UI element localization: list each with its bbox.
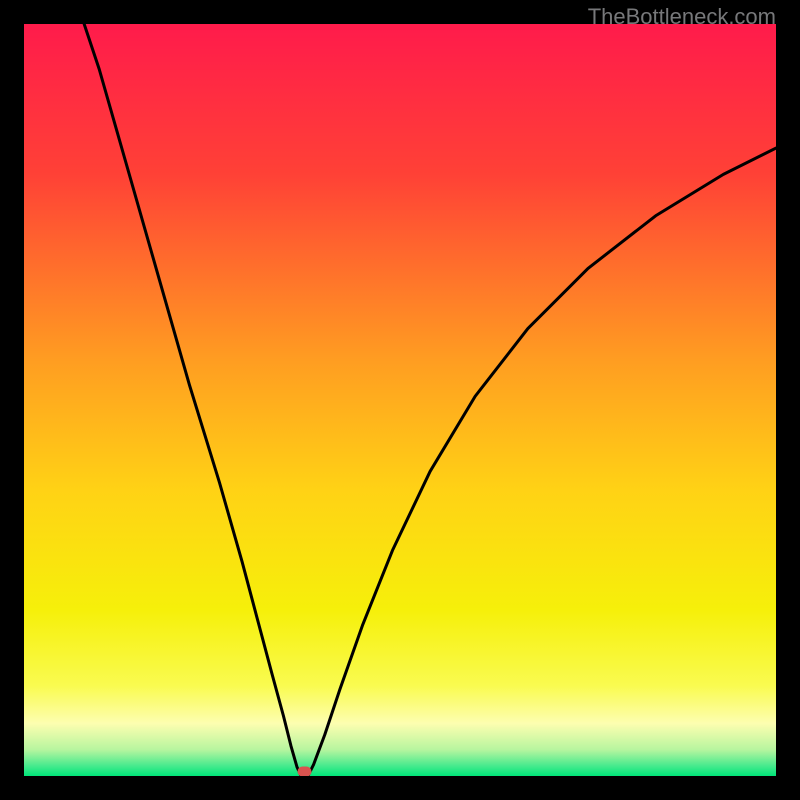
plot-area [24, 24, 776, 776]
chart-container: TheBottleneck.com [0, 0, 800, 800]
optimum-marker [298, 766, 312, 776]
watermark-text: TheBottleneck.com [588, 4, 776, 30]
gradient-background [24, 24, 776, 776]
plot-svg [24, 24, 776, 776]
